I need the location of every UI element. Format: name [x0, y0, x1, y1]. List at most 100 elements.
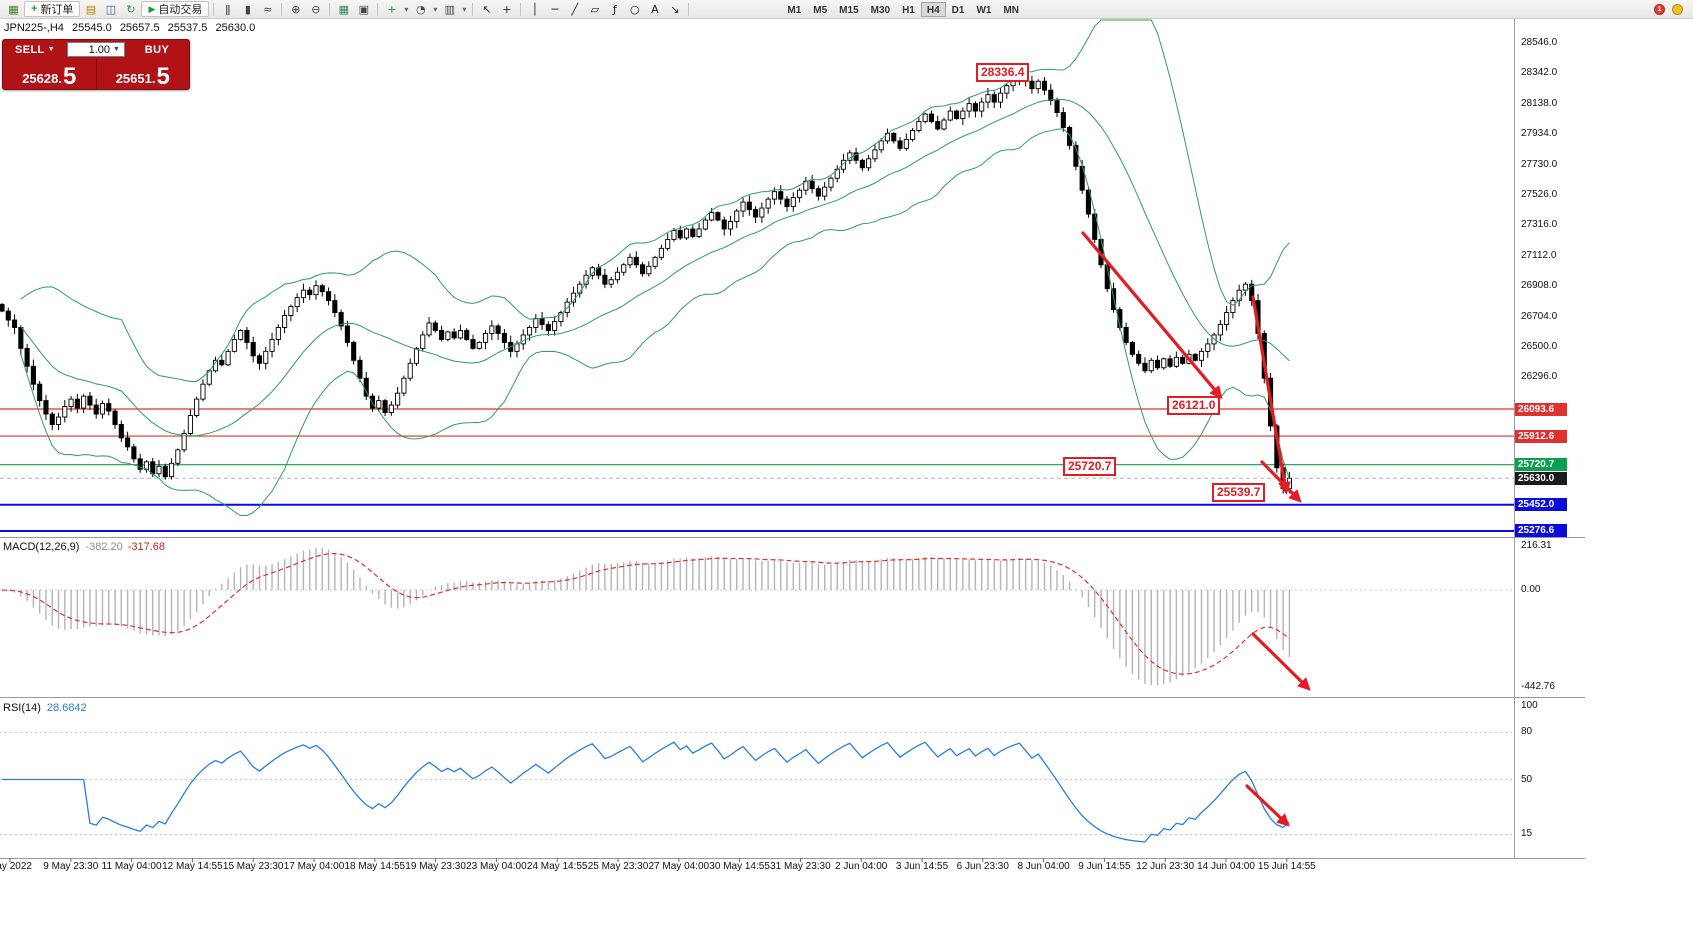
price-axis-label: 27526.0 [1521, 189, 1558, 200]
toolbar-separator [377, 2, 379, 16]
rsi-value: 28.6842 [46, 702, 87, 714]
candles [0, 67, 1292, 494]
chevron-down-icon[interactable]: ▼ [113, 46, 120, 53]
vertical-line-icon[interactable]: │ [531, 2, 539, 16]
sell-label: SELL [14, 43, 45, 56]
candlestick-icon[interactable]: ▮ [244, 2, 251, 16]
zoom-out-icon[interactable]: ⊖ [311, 2, 321, 16]
price-tag[interactable]: 26093.6 [1515, 402, 1567, 416]
timeframe-button-w1[interactable]: W1 [976, 4, 992, 16]
timeframe-button-d1[interactable]: D1 [951, 4, 965, 16]
auto-trading-label: 自动交易 [158, 4, 203, 16]
price-axis-label: 27730.0 [1521, 158, 1558, 170]
timeframe-button-mn[interactable]: MN [1003, 4, 1020, 16]
toolbar-separator [281, 2, 283, 16]
trend-arrows[interactable] [1081, 231, 1311, 827]
lot-size-field[interactable]: ▼ [67, 42, 125, 57]
text-icon[interactable]: A [651, 2, 659, 16]
indicators-icon[interactable]: + [387, 2, 397, 16]
new-order-button[interactable]: + 新订单 [24, 1, 81, 17]
dropdown-caret[interactable]: ▾ [462, 4, 467, 14]
price-tag[interactable]: 25276.6 [1515, 524, 1567, 538]
timeframe-button-m1[interactable]: M1 [787, 4, 802, 16]
time-axis-label: 11 May 04:00 [101, 861, 162, 872]
buy-label: BUY [144, 43, 170, 56]
dropdown-caret[interactable]: ▾ [433, 4, 438, 14]
bar-chart-icon[interactable]: ǁ [225, 2, 231, 16]
rsi-axis-label: 100 [1521, 700, 1538, 711]
buy-price-big-digit: 5 [156, 62, 170, 90]
macd-main-value: -382.20 [85, 541, 123, 553]
cursor-icon[interactable]: ↖ [482, 2, 492, 16]
time-axis-label: 18 May 14:55 [344, 861, 406, 872]
time-axis-label: 3 Jun 14:55 [895, 861, 949, 872]
cascade-windows-icon[interactable]: ▣ [358, 2, 370, 16]
templates-icon[interactable]: ▥ [444, 2, 456, 16]
time-axis-label: 30 May 14:55 [709, 861, 770, 872]
arrows-tool-icon[interactable]: ↘ [670, 2, 680, 16]
time-axis-label: 15 May 23:30 [222, 861, 284, 872]
price-callout[interactable]: 25539.7 [1212, 483, 1266, 502]
line-chart-icon[interactable]: ≈ [263, 2, 273, 16]
sell-price[interactable]: 25628. 5 [3, 59, 97, 89]
notification-dot-icon[interactable]: 1 [1654, 3, 1665, 15]
sell-button[interactable]: SELL ▼ [3, 44, 67, 56]
buy-button[interactable]: BUY [125, 44, 189, 56]
dropdown-caret[interactable]: ▾ [404, 4, 409, 14]
notification-badge: 1 [1657, 5, 1662, 13]
zoom-in-icon[interactable]: ⊕ [291, 2, 301, 16]
timeframe-switcher: M1 M5 M15 M30 H1 H4 D1 W1 MN [781, 1, 1025, 17]
sell-price-big-digit: 5 [62, 62, 77, 90]
time-axis-label: 12 May 14:55 [162, 861, 223, 872]
market-watch-icon[interactable]: ▤ [85, 2, 97, 16]
new-chart-icon[interactable]: ▦ [8, 2, 19, 16]
price-axis-label: 27112.0 [1521, 249, 1557, 261]
price-tag[interactable]: 25452.0 [1515, 498, 1567, 512]
timeframe-button-m30[interactable]: M30 [870, 4, 891, 16]
chevron-down-icon[interactable]: ▼ [47, 46, 56, 53]
auto-trading-button[interactable]: ▶ 自动交易 [141, 1, 210, 17]
trendline-icon[interactable]: ╱ [571, 2, 579, 16]
macd-axis-label: 0.00 [1521, 584, 1541, 595]
ohlc-high: 25657.5 [119, 22, 160, 34]
toolbar-group-file: ▦ [4, 1, 23, 17]
price-tag[interactable]: 25630.0 [1515, 471, 1567, 485]
tile-windows-icon[interactable]: ▦ [338, 2, 350, 16]
timeframe-button-m5[interactable]: M5 [813, 4, 828, 16]
periods-icon[interactable]: ◔ [416, 2, 426, 16]
time-axis-label: 8 Jun 04:00 [1017, 861, 1070, 872]
play-icon: ▶ [148, 3, 156, 14]
channel-icon[interactable]: ▱ [590, 2, 600, 16]
buy-price[interactable]: 25651. 5 [97, 59, 190, 89]
timeframe-button-h4[interactable]: H4 [920, 1, 946, 17]
toolbar-group-panels: ▤ ◫ ↻ [81, 1, 140, 17]
time-axis-label: 2 Jun 04:00 [835, 861, 888, 872]
ohlc-low: 25537.5 [167, 22, 208, 34]
time-axis-label: 24 May 14:55 [526, 861, 588, 872]
refresh-icon[interactable]: ↻ [126, 2, 136, 16]
timeframe-button-m15[interactable]: M15 [839, 4, 859, 16]
fibonacci-icon[interactable]: ƒ [612, 2, 617, 16]
macd-panel [0, 548, 1514, 686]
price-axis-label: 28546.0 [1521, 37, 1558, 48]
price-tag[interactable]: 25912.6 [1515, 429, 1567, 443]
price-callout[interactable]: 25720.7 [1063, 457, 1117, 476]
crosshair-icon[interactable]: + [502, 2, 512, 16]
timeframe-button-h1[interactable]: H1 [902, 4, 915, 16]
time-axis-label: 14 Jun 04:00 [1197, 861, 1255, 872]
status-dot-icon[interactable] [1672, 3, 1683, 15]
time-axis-label: 15 Jun 14:55 [1257, 861, 1316, 872]
price-tag[interactable]: 25720.7 [1515, 458, 1567, 472]
macd-name: MACD(12,26,9) [3, 541, 80, 553]
rsi-panel [0, 731, 1514, 843]
time-axis-label: 6 Jun 23:30 [956, 861, 1009, 872]
navigator-icon[interactable]: ◫ [105, 2, 117, 16]
rsi-axis-label: 80 [1521, 726, 1533, 738]
shapes-icon[interactable]: ○ [630, 2, 640, 16]
price-callout[interactable]: 26121.0 [1167, 396, 1221, 415]
lot-size-input[interactable] [70, 43, 110, 56]
horizontal-line-icon[interactable]: ─ [551, 2, 559, 16]
horizontal-level-lines[interactable] [0, 408, 1514, 532]
price-callout[interactable]: 28336.4 [976, 63, 1030, 82]
